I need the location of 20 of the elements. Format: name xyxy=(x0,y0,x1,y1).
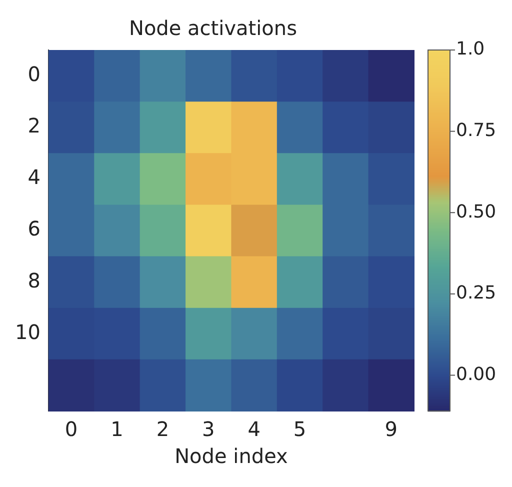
y-tick-label: 4 xyxy=(28,165,40,190)
x-tick-label: 4 xyxy=(248,417,260,442)
x-tick-label: 1 xyxy=(110,417,124,442)
chart-title: Node activations xyxy=(128,16,298,40)
x-tick-label: 9 xyxy=(384,417,398,442)
y-tick-label: 2 xyxy=(28,114,40,138)
y-tick-label: 0 xyxy=(28,62,40,86)
y-tick-label: 10 xyxy=(14,320,40,344)
color-bar-label: 0.25 xyxy=(456,282,496,304)
y-tick-label: 6 xyxy=(28,216,40,241)
x-axis-title: Node index xyxy=(174,444,288,468)
x-tick-label: 0 xyxy=(64,417,78,442)
color-bar-label: 0.00 xyxy=(456,364,496,385)
color-bar-label: 0.50 xyxy=(456,201,496,222)
color-bar-label: 0.75 xyxy=(456,120,496,141)
x-tick-label: 3 xyxy=(202,417,215,442)
x-tick-label: 2 xyxy=(156,417,170,442)
x-tick-label: 5 xyxy=(293,417,306,442)
y-tick-label: 8 xyxy=(28,268,40,292)
color-bar-label: 1.0 xyxy=(456,38,485,60)
